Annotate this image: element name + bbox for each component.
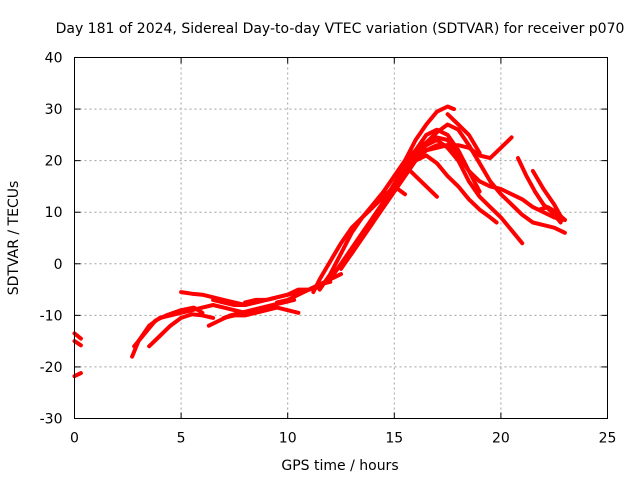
series-line-arc-5 — [132, 305, 205, 349]
y-tick-label: 20 — [45, 154, 63, 170]
y-axis-label: SDTVAR / TECUs — [6, 181, 22, 296]
chart-title: Day 181 of 2024, Sidereal Day-to-day VTE… — [56, 21, 625, 37]
series-line-arc-20 — [360, 135, 567, 240]
series-line-arc-2 — [72, 339, 83, 348]
series-line-arc-7 — [179, 290, 248, 307]
y-tick-label: -10 — [40, 308, 63, 324]
grid-layer — [74, 57, 608, 419]
series-line-arc-1 — [72, 331, 83, 341]
y-tick-label: 40 — [45, 51, 63, 67]
series-line-arc-9 — [189, 303, 258, 315]
plot-frame — [74, 57, 608, 419]
series-line-arc-23 — [424, 143, 525, 246]
x-tick-label: 10 — [279, 431, 297, 447]
x-tick-label: 25 — [599, 431, 617, 447]
series-layer — [72, 104, 567, 379]
series-line-arc-6 — [147, 312, 216, 349]
series-line-arc-26 — [516, 156, 563, 225]
series-line-arc-11 — [221, 305, 301, 320]
x-tick-label: 20 — [492, 431, 510, 447]
x-axis-label: GPS time / hours — [281, 458, 398, 474]
series-line-arc-24 — [413, 153, 499, 225]
x-tick-label: 15 — [385, 431, 403, 447]
x-tick-label: 5 — [177, 431, 186, 447]
tick-layer: -30 -20 -10 0 10 20 30 40 0 5 10 15 20 25 — [40, 51, 617, 447]
series-line-arc-25 — [445, 112, 482, 155]
series-line-arc-28 — [537, 205, 567, 222]
y-tick-label: -20 — [40, 360, 63, 376]
y-tick-label: 30 — [45, 102, 63, 118]
x-tick-label: 0 — [70, 431, 79, 447]
y-tick-label: 10 — [45, 205, 63, 221]
series-line-arc-21 — [381, 122, 567, 235]
y-tick-label: 0 — [54, 257, 63, 273]
y-tick-label: -30 — [40, 412, 63, 428]
series-line-arc-22 — [392, 163, 439, 199]
series-line-arc-3 — [72, 371, 83, 379]
